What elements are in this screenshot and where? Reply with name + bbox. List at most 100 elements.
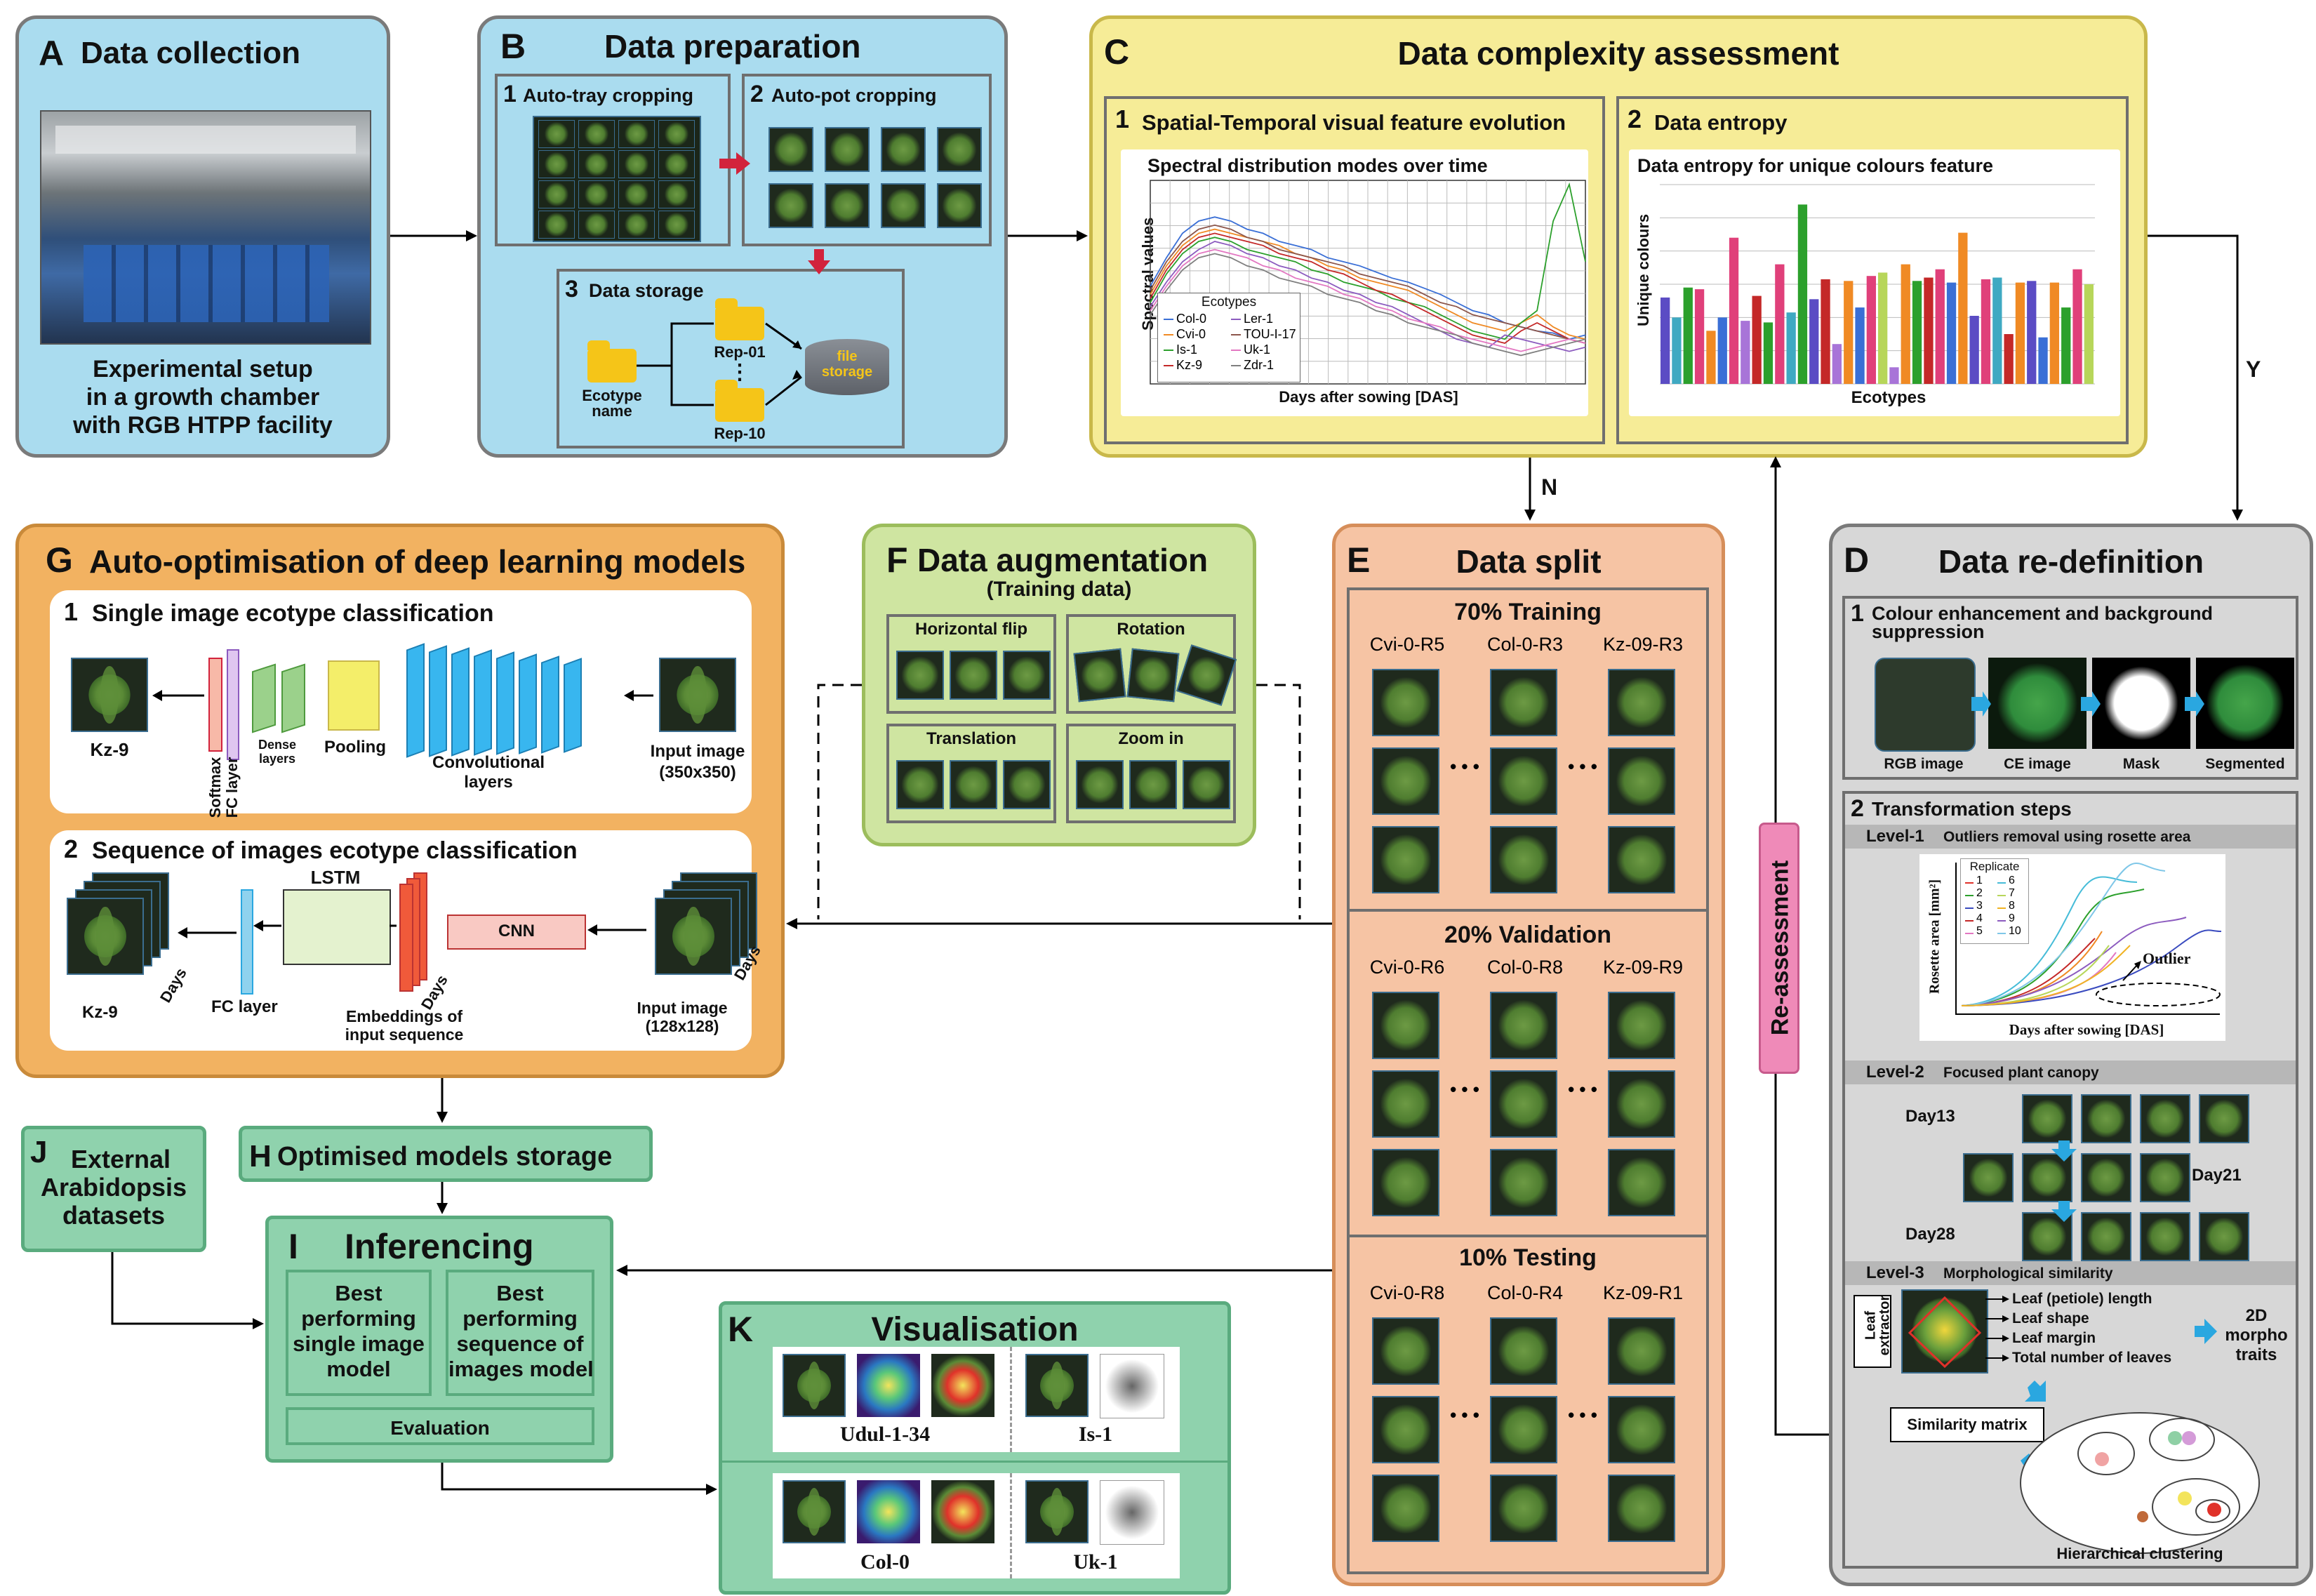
tray-plant bbox=[538, 211, 575, 239]
file-storage-label-2: storage bbox=[821, 364, 873, 380]
replicate-swatch bbox=[1965, 895, 1974, 896]
panel-k-title: Visualisation bbox=[871, 1311, 1079, 1348]
testing-col-label: Col-0-R4 bbox=[1486, 1282, 1564, 1303]
seq-fc-layer bbox=[241, 889, 253, 995]
panel-a: A Data collection Experimental setup in … bbox=[15, 15, 390, 458]
rosette-xlabel: Days after sowing [DAS] bbox=[2009, 1021, 2164, 1038]
day21-label: Day21 bbox=[2192, 1166, 2242, 1185]
panel-k: K Visualisation Udul-1-34 Is-1 Col-0 Uk-… bbox=[719, 1301, 1231, 1595]
line-legend-label: Zdr-1 bbox=[1244, 358, 1275, 372]
validation-plant bbox=[1490, 992, 1557, 1059]
line-legend-swatch bbox=[1231, 365, 1241, 366]
aug-thumb bbox=[1003, 760, 1051, 809]
conv-label-1: Convolutional bbox=[432, 753, 545, 772]
level2-plant bbox=[2022, 1094, 2072, 1143]
pooling-layer bbox=[328, 660, 380, 731]
level3-tag: Level-3 bbox=[1866, 1263, 1924, 1282]
traits-2d-1: 2D bbox=[2245, 1306, 2268, 1325]
rosette-chart-card: Rosette area [mm²] Days after sowing [DA… bbox=[1919, 854, 2225, 1041]
training-plant bbox=[1490, 669, 1557, 736]
line-series-tou-i-17 bbox=[1150, 224, 1586, 344]
line-legend-swatch bbox=[1164, 350, 1173, 351]
tray-plant bbox=[538, 180, 575, 208]
entropy-bar bbox=[2004, 334, 2014, 384]
replicate-label: 9 bbox=[2009, 912, 2015, 924]
line-legend-swatch bbox=[1231, 334, 1241, 335]
replicate-label: 6 bbox=[2009, 875, 2015, 886]
testing-plant bbox=[1490, 1317, 1557, 1385]
data-storage-box: 3 Data storage Ecotype name Rep-01 ⋮ Rep… bbox=[557, 269, 905, 448]
aug-thumb bbox=[950, 760, 997, 809]
bar-chart-card: Data entropy for unique colours feature … bbox=[1629, 149, 2120, 416]
entropy-bar bbox=[2027, 281, 2037, 384]
testing-plant bbox=[1372, 1475, 1439, 1542]
level1-text: Outliers removal using rosette area bbox=[1943, 829, 2191, 845]
vis-col0-heatmap bbox=[857, 1480, 920, 1543]
entropy-bar bbox=[1809, 299, 1819, 384]
dense-label-1: Dense bbox=[258, 738, 297, 752]
rotation-label: Rotation bbox=[1117, 620, 1185, 639]
vis-uk1-rgb bbox=[1025, 1480, 1089, 1543]
zoom-in-box: Zoom in bbox=[1066, 724, 1236, 823]
panel-b-title: Data preparation bbox=[604, 28, 861, 65]
tray-plant bbox=[658, 211, 695, 239]
seq-in-label-1: Input image bbox=[637, 999, 728, 1017]
panel-a-caption-2: in a growth chamber bbox=[86, 384, 320, 411]
seq-out-label: Kz-9 bbox=[82, 1003, 118, 1022]
replicate-swatch bbox=[1997, 882, 2006, 884]
spatio-temporal-box: 1 Spatial-Temporal visual feature evolut… bbox=[1104, 96, 1605, 444]
validation-plant bbox=[1372, 992, 1439, 1059]
fc-layer bbox=[227, 649, 239, 760]
file-storage-icon bbox=[805, 339, 889, 395]
line-legend-swatch bbox=[1164, 334, 1173, 335]
replicate-legend-title: Replicate bbox=[1969, 860, 2020, 873]
training-plant bbox=[1608, 747, 1675, 815]
single-input-plant bbox=[659, 658, 736, 732]
entropy-bar bbox=[2038, 337, 2048, 384]
data-entropy-title: Data entropy bbox=[1654, 110, 1788, 135]
vis-label-udul: Udul-1-34 bbox=[839, 1423, 931, 1446]
panel-i-title: Inferencing bbox=[345, 1227, 534, 1266]
replicate-legend: Replicate 1 6 2 7 3 8 4 9 5 10 bbox=[1960, 858, 2029, 944]
line-chart-card: Spectral distribution modes over time Sp… bbox=[1121, 149, 1588, 416]
panel-h-letter: H bbox=[249, 1139, 272, 1173]
best-seq-4: images model bbox=[448, 1357, 594, 1381]
entropy-bar bbox=[1844, 281, 1854, 384]
validation-ellipsis-2: • • • bbox=[1568, 1079, 1597, 1100]
best-single-4: model bbox=[326, 1357, 391, 1381]
tray-plant bbox=[618, 211, 655, 239]
panel-e: E Data split 70% Training 20% Validation… bbox=[1332, 524, 1725, 1586]
auto-pot-num: 2 bbox=[750, 81, 764, 107]
seq-out-stack-4 bbox=[67, 898, 144, 975]
training-col-label: Col-0-R3 bbox=[1486, 634, 1564, 655]
tray-plant bbox=[578, 150, 615, 178]
level2-text: Focused plant canopy bbox=[1943, 1065, 2099, 1081]
panel-d-letter: D bbox=[1844, 540, 1870, 580]
aug-thumb bbox=[950, 651, 997, 700]
entropy-bar bbox=[1661, 297, 1670, 384]
seq-fc-label: FC layer bbox=[211, 997, 278, 1016]
best-single-1: Best bbox=[335, 1281, 382, 1305]
panel-a-title: Data collection bbox=[81, 36, 300, 70]
trait-leaf-count: Total number of leaves bbox=[2012, 1350, 2172, 1366]
replicate-swatch bbox=[1965, 907, 1974, 909]
testing-plant bbox=[1490, 1396, 1557, 1463]
vis-uk1-saliency bbox=[1100, 1480, 1164, 1545]
best-single-box: Best performing single image model bbox=[286, 1270, 432, 1396]
growth-chamber-photo bbox=[40, 110, 371, 345]
panel-f-title: Data augmentation bbox=[917, 542, 1209, 578]
panel-k-letter: K bbox=[728, 1310, 754, 1349]
line-legend-label: Ler-1 bbox=[1244, 312, 1274, 326]
auto-pot-title: Auto-pot cropping bbox=[771, 85, 937, 106]
best-single-2: performing bbox=[301, 1306, 416, 1331]
replicate-label: 5 bbox=[1976, 925, 1983, 937]
replicate-label: 4 bbox=[1976, 912, 1983, 924]
line-legend-label: TOU-I-17 bbox=[1244, 327, 1296, 341]
entropy-bar bbox=[1821, 279, 1830, 384]
data-entropy-num: 2 bbox=[1628, 105, 1642, 133]
entropy-bar bbox=[1775, 264, 1785, 384]
auto-tray-box: 1 Auto-tray cropping bbox=[495, 74, 731, 246]
replicate-label: 10 bbox=[2009, 925, 2021, 937]
testing-plant bbox=[1608, 1317, 1675, 1385]
